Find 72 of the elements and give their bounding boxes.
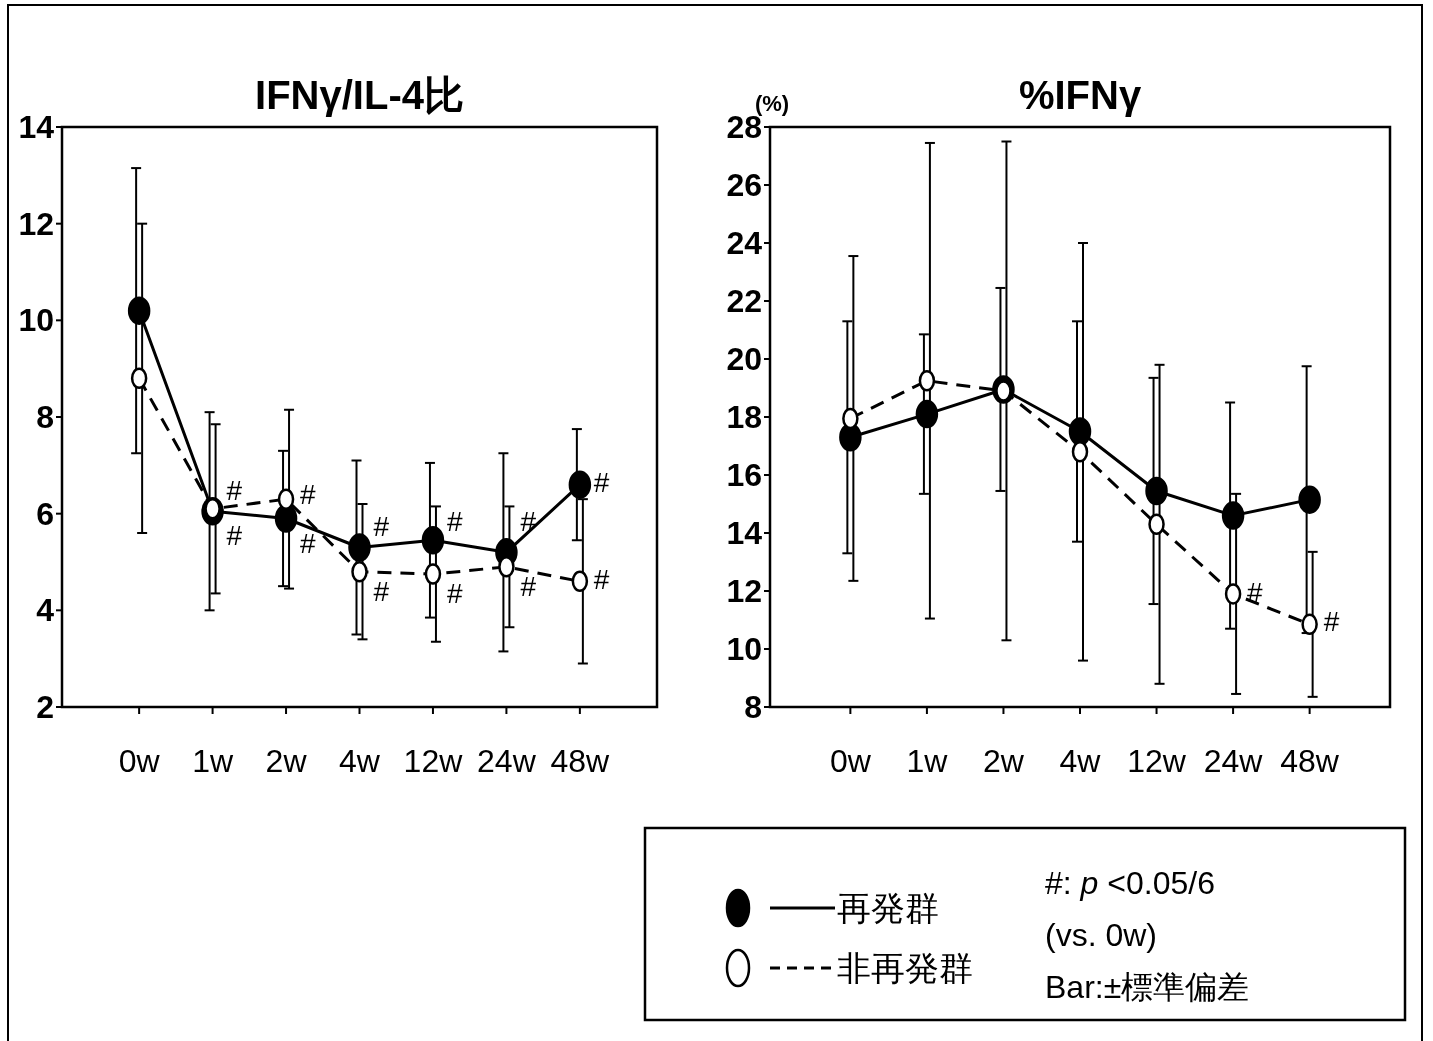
chart-title: %IFNγ	[1018, 73, 1142, 117]
x-tick-label: 48w	[1280, 743, 1340, 779]
y-tick-label: 12	[18, 205, 54, 242]
legend-label: 非再発群	[837, 949, 973, 987]
annotation: #	[226, 474, 243, 505]
annotation: #	[1247, 576, 1264, 608]
x-tick-label: 2w	[265, 743, 308, 779]
y-tick-label: 10	[18, 302, 54, 339]
annotation: #	[300, 478, 317, 510]
point	[1148, 513, 1165, 536]
y-tick-label: 26	[726, 167, 762, 203]
point	[1301, 613, 1318, 636]
y-tick-label: 14	[18, 109, 55, 145]
x-tick-label: 24w	[1203, 743, 1264, 779]
point	[568, 470, 592, 499]
point	[1221, 501, 1245, 530]
point	[498, 556, 515, 578]
x-tick-label: 24w	[477, 743, 537, 779]
y-tick-label: 16	[726, 457, 762, 493]
x-tick-label: 4w	[1059, 743, 1102, 779]
x-tick-label: 2w	[983, 743, 1025, 779]
y-tick-label: 8	[36, 399, 54, 435]
point	[915, 399, 939, 429]
point	[351, 560, 368, 583]
text: (vs. 0w)	[1045, 917, 1157, 953]
annotation: #	[446, 577, 463, 609]
text: #: p <0.05/6	[1045, 865, 1215, 901]
point	[571, 570, 589, 593]
annotation: #	[446, 505, 463, 537]
y-tick-label: 18	[726, 399, 762, 435]
y-tick-label: 22	[726, 283, 762, 319]
point	[918, 370, 936, 392]
annotation: #	[300, 527, 317, 559]
point	[277, 488, 295, 510]
y-tick-label: 10	[726, 631, 762, 667]
y-tick-label: 4	[36, 592, 55, 629]
annotation: #	[373, 575, 390, 607]
x-tick-label: 0w	[118, 743, 161, 779]
y-tick-label: 2	[36, 689, 54, 725]
y-tick-label: 6	[36, 495, 54, 532]
point	[421, 526, 445, 555]
annotation: #	[520, 505, 537, 537]
point	[348, 533, 371, 562]
y-tick-label: 20	[726, 341, 762, 377]
annotation: #	[373, 510, 390, 542]
y-tick-label: 8	[744, 689, 762, 725]
legend-label: 再発群	[837, 889, 939, 927]
point	[1298, 485, 1321, 514]
point	[127, 296, 151, 325]
chart-title: IFNγ/IL-4比	[255, 73, 464, 117]
point	[842, 407, 859, 430]
annotation: #	[593, 563, 610, 595]
point	[1071, 441, 1089, 463]
x-tick-label: 48w	[550, 743, 611, 779]
x-tick-label: 12w	[403, 743, 464, 779]
point	[424, 563, 442, 585]
annotation: #	[593, 466, 610, 498]
x-tick-label: 0w	[829, 743, 872, 779]
annotation: #	[520, 570, 537, 602]
point	[1224, 583, 1242, 605]
x-tick-label: 1w	[906, 743, 949, 779]
annotation: #	[1323, 605, 1340, 637]
y-tick-label: 12	[726, 573, 762, 609]
x-tick-label: 4w	[339, 743, 381, 779]
point	[1145, 476, 1168, 506]
y-tick-label: 24	[726, 225, 763, 261]
annotation: #	[226, 519, 243, 551]
x-tick-label: 12w	[1127, 743, 1187, 779]
x-tick-label: 1w	[192, 743, 234, 779]
text: Bar:±標準偏差	[1045, 969, 1250, 1005]
point	[130, 367, 148, 390]
y-tick-label: 14	[726, 515, 763, 551]
